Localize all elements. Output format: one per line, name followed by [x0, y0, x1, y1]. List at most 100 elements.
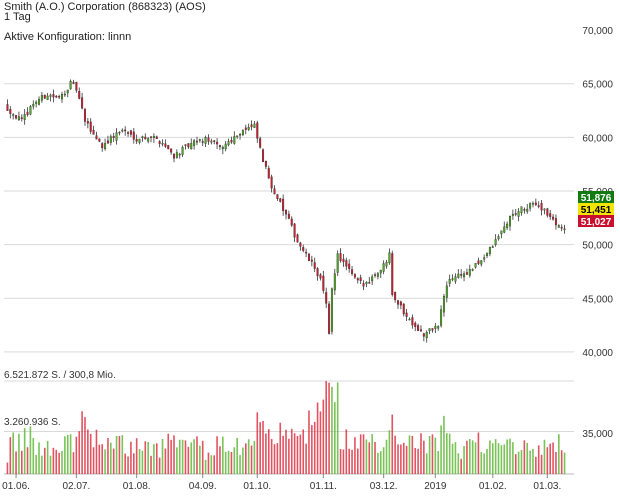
volume-bar	[316, 402, 319, 474]
candle-body	[540, 203, 543, 211]
candle-body	[348, 263, 351, 269]
candle-body	[227, 141, 230, 146]
volume-bar	[38, 442, 40, 474]
volume-bar	[540, 454, 543, 474]
time-tick-label: 01.10.	[243, 481, 271, 492]
candle-body	[520, 206, 523, 213]
candle-body	[434, 325, 437, 329]
candle-body	[247, 126, 250, 130]
candle-body	[342, 258, 345, 263]
price-tick-label: 45,000	[582, 294, 613, 305]
volume-bar	[285, 429, 287, 474]
candle-body	[101, 143, 104, 149]
volume-bar	[190, 442, 193, 474]
candle-body	[244, 127, 247, 130]
candle-body	[81, 97, 84, 109]
volume-bar	[262, 420, 264, 474]
candle-body	[537, 205, 540, 207]
volume-bar	[391, 414, 394, 474]
candle-body	[425, 332, 428, 339]
volume-bar	[408, 435, 411, 474]
volume-bar	[529, 450, 531, 474]
volume-bar	[299, 434, 302, 474]
candle-body	[124, 129, 127, 132]
candle-body	[250, 124, 253, 128]
volume-bar	[313, 421, 316, 474]
candle-body	[336, 253, 339, 273]
candle-body	[29, 106, 32, 115]
volume-bar	[204, 459, 207, 474]
candle-body	[279, 198, 282, 202]
volume-bar	[121, 435, 124, 474]
candle-body	[391, 253, 394, 295]
volume-bar	[259, 422, 261, 474]
price-tick-label: 65,000	[582, 80, 613, 91]
badge-high: 51,876	[581, 193, 612, 204]
candle-body	[506, 223, 509, 228]
candle-body	[95, 135, 98, 140]
candle-body	[414, 322, 417, 327]
volume-bar	[155, 443, 158, 474]
candle-body	[270, 176, 273, 189]
volume-bar	[242, 447, 244, 474]
candle-body	[49, 94, 52, 97]
volume-bar	[84, 417, 86, 474]
candle-body	[296, 234, 299, 243]
candle-body	[127, 132, 130, 134]
candle-body	[376, 273, 379, 277]
candle-body	[437, 326, 440, 329]
candle-body	[58, 96, 61, 98]
volume-bar	[253, 440, 256, 474]
volume-bar	[201, 440, 204, 474]
candle-body	[351, 269, 354, 274]
candle-body	[204, 137, 207, 144]
volume-bar	[440, 425, 442, 474]
candle-body	[23, 114, 26, 120]
candle-body	[333, 273, 336, 291]
candle-body	[531, 203, 534, 205]
candle-body	[319, 274, 322, 279]
candle-body	[448, 279, 451, 284]
volume-bar	[213, 455, 216, 474]
volume-bar	[428, 435, 431, 474]
candle-body	[285, 209, 288, 215]
volume-bar	[230, 452, 233, 474]
candle-body	[388, 252, 391, 264]
candle-body	[560, 226, 563, 229]
volume-bar	[167, 433, 170, 474]
badge-low-bg	[578, 215, 614, 227]
candle-body	[132, 131, 135, 140]
volume-bar	[32, 438, 35, 474]
volume-bar	[474, 442, 477, 474]
candle-body	[546, 208, 549, 216]
candle-body	[477, 260, 480, 264]
volume-bar	[256, 412, 259, 474]
candle-body	[514, 213, 517, 215]
candle-body	[256, 122, 259, 139]
volume-bar	[448, 433, 451, 474]
candle-body	[152, 135, 155, 138]
volume-bar	[552, 442, 554, 474]
volume-bar	[328, 382, 330, 474]
volume-bar	[41, 455, 43, 474]
candle-body	[264, 160, 267, 167]
volume-bar	[423, 440, 425, 474]
volume-bar	[35, 454, 37, 474]
volume-bar	[563, 452, 566, 474]
volume-bar	[537, 445, 540, 474]
volume-bar	[509, 438, 511, 474]
candle-body	[32, 103, 35, 107]
candle-body	[112, 135, 115, 138]
volume-bar	[12, 432, 14, 474]
volume-bar	[112, 448, 115, 474]
candle-body	[529, 203, 532, 209]
candle-body	[172, 153, 175, 159]
volume-bar	[98, 444, 101, 474]
candle-body	[474, 263, 477, 268]
volume-bar	[365, 439, 368, 474]
volume-bar	[437, 451, 440, 474]
candle-body	[66, 89, 69, 94]
volume-bar	[124, 453, 126, 474]
volume-bar	[178, 439, 181, 474]
volume-bar	[267, 429, 270, 474]
